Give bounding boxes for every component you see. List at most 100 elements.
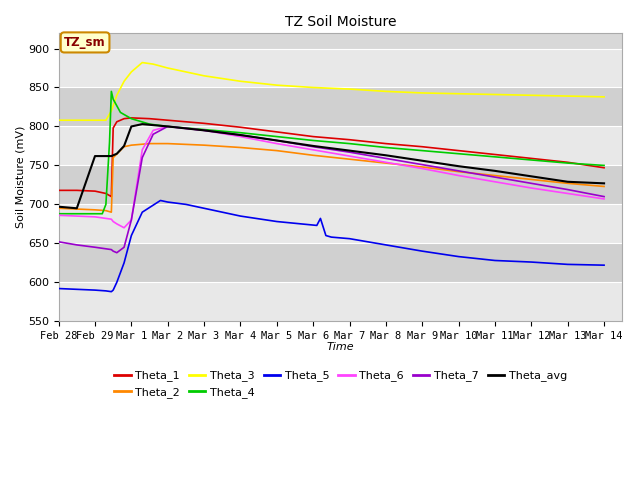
Theta_5 — [527, 259, 535, 265]
Theta_avg — [138, 121, 146, 127]
Theta_6 — [273, 141, 281, 146]
Theta_4 — [127, 116, 135, 121]
Theta_4 — [491, 154, 499, 160]
Line: Theta_7: Theta_7 — [59, 126, 604, 252]
Theta_5 — [600, 262, 608, 268]
Theta_6 — [600, 196, 608, 202]
Theta_3 — [149, 61, 157, 67]
Theta_4 — [55, 211, 63, 216]
Theta_2 — [455, 169, 463, 175]
Theta_7 — [91, 244, 99, 250]
Theta_6 — [455, 173, 463, 179]
Theta_5 — [322, 233, 330, 239]
Theta_avg — [419, 158, 426, 164]
Theta_3 — [73, 117, 81, 123]
Theta_2 — [564, 180, 572, 186]
Theta_1 — [164, 117, 172, 123]
Theta_2 — [600, 183, 608, 189]
Theta_avg — [564, 179, 572, 185]
Theta_4 — [102, 202, 109, 207]
Theta_1 — [564, 159, 572, 165]
Theta_7 — [491, 174, 499, 180]
Theta_4 — [200, 127, 208, 132]
Theta_3 — [382, 88, 390, 94]
Bar — [59, 243, 622, 282]
Theta_2 — [102, 208, 109, 214]
Theta_4 — [109, 96, 117, 102]
Theta_avg — [527, 173, 535, 179]
Theta_7 — [346, 149, 353, 155]
Theta_6 — [108, 216, 115, 222]
Theta_1 — [419, 144, 426, 150]
Theta_7 — [149, 132, 157, 137]
Theta_1 — [491, 152, 499, 157]
Theta_3 — [564, 93, 572, 99]
Line: Theta_6: Theta_6 — [59, 126, 604, 228]
Theta_5 — [138, 209, 146, 215]
Theta_4 — [237, 130, 244, 135]
Theta_avg — [73, 205, 81, 211]
Theta_4 — [564, 160, 572, 166]
Theta_2 — [127, 142, 135, 148]
Theta_7 — [73, 242, 81, 248]
Theta_1 — [200, 120, 208, 126]
Theta_7 — [108, 247, 115, 252]
Theta_5 — [157, 198, 164, 204]
Theta_4 — [91, 211, 99, 216]
Theta_5 — [346, 236, 353, 241]
Theta_4 — [99, 211, 106, 216]
Theta_avg — [91, 153, 99, 159]
Theta_avg — [200, 128, 208, 133]
Theta_5 — [382, 242, 390, 248]
Theta_6 — [113, 221, 121, 227]
Theta_avg — [120, 143, 128, 149]
Theta_7 — [164, 123, 172, 129]
Theta_5 — [91, 287, 99, 293]
Theta_2 — [108, 209, 115, 215]
Bar — [59, 126, 622, 166]
Theta_5 — [328, 234, 335, 240]
Theta_7 — [55, 239, 63, 245]
Theta_3 — [237, 78, 244, 84]
Theta_avg — [102, 153, 109, 159]
Theta_1 — [237, 124, 244, 130]
Theta_5 — [127, 233, 135, 239]
Theta_avg — [109, 153, 117, 158]
Theta_3 — [91, 117, 99, 123]
Theta_4 — [116, 109, 124, 115]
Theta_1 — [273, 129, 281, 135]
Theta_5 — [73, 287, 81, 292]
Theta_2 — [120, 144, 128, 150]
Theta_1 — [109, 125, 117, 131]
Theta_7 — [273, 138, 281, 144]
Theta_5 — [108, 289, 115, 295]
Text: TZ_sm: TZ_sm — [64, 36, 106, 49]
Theta_3 — [200, 73, 208, 79]
Theta_1 — [127, 115, 135, 121]
Theta_4 — [309, 138, 317, 144]
Theta_1 — [91, 188, 99, 194]
Theta_7 — [382, 156, 390, 161]
Line: Theta_2: Theta_2 — [59, 144, 604, 212]
Theta_6 — [564, 191, 572, 196]
Theta_2 — [164, 141, 172, 146]
Theta_1 — [600, 165, 608, 170]
Theta_2 — [91, 207, 99, 213]
Theta_5 — [164, 199, 172, 205]
Theta_7 — [113, 250, 121, 255]
Theta_4 — [455, 151, 463, 156]
Theta_2 — [200, 142, 208, 148]
Theta_1 — [309, 134, 317, 140]
Theta_6 — [73, 213, 81, 219]
Theta_5 — [564, 262, 572, 267]
Y-axis label: Soil Moisture (mV): Soil Moisture (mV) — [15, 126, 25, 228]
Theta_3 — [346, 86, 353, 92]
Theta_avg — [127, 123, 135, 129]
Theta_5 — [102, 288, 109, 294]
Theta_3 — [164, 65, 172, 71]
Title: TZ Soil Moisture: TZ Soil Moisture — [285, 15, 396, 29]
Theta_4 — [146, 121, 154, 127]
Theta_3 — [138, 60, 146, 65]
Theta_3 — [113, 93, 121, 98]
Theta_1 — [102, 191, 109, 196]
